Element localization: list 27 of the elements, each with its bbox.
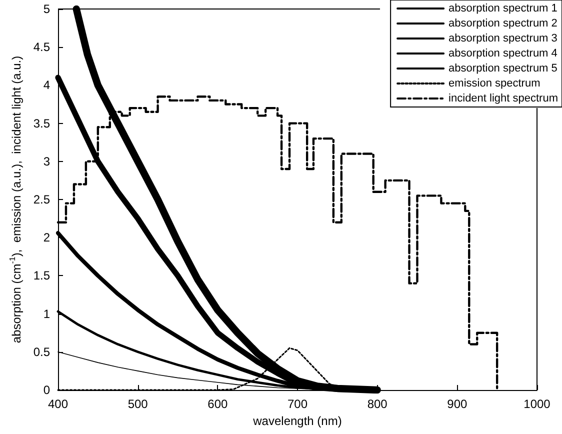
x-tick-label: 900 [447,397,468,411]
legend-label: absorption spectrum 1 [448,2,558,14]
y-tick-label: 4.5 [33,40,50,54]
y-tick-label: 1 [43,306,50,321]
x-tick-label: 1000 [524,397,551,411]
y-tick-label: 3.5 [33,116,50,130]
legend-label: absorption spectrum 3 [448,32,558,44]
y-tick-label: 0 [43,383,50,397]
legend-label: emission spectrum [448,78,540,90]
x-tick-label: 600 [208,397,228,411]
y-tick-label: 5 [43,2,50,16]
x-tick-label: 500 [128,397,148,411]
y-tick-label: 2.5 [33,192,50,206]
y-tick-label: 1.5 [33,268,50,283]
y-tick-label: 3 [43,154,50,168]
legend-label: absorption spectrum 2 [448,18,558,30]
y-tick-label: 4 [43,78,50,92]
y-axis-title: absorption (cm-1), emission (a.u.), incident light (a.u.) [8,56,24,344]
legend-label: incident light spectrum [448,92,558,104]
x-axis-title: wavelength (nm) [252,414,342,428]
y-tick-label: 0.5 [33,344,50,359]
x-tick-label: 400 [48,397,68,411]
legend-label: absorption spectrum 5 [448,62,558,74]
y-tick-label: 2 [43,230,50,245]
x-tick-label: 800 [367,397,388,411]
legend-label: absorption spectrum 4 [448,48,558,60]
x-tick-label: 700 [287,397,308,411]
